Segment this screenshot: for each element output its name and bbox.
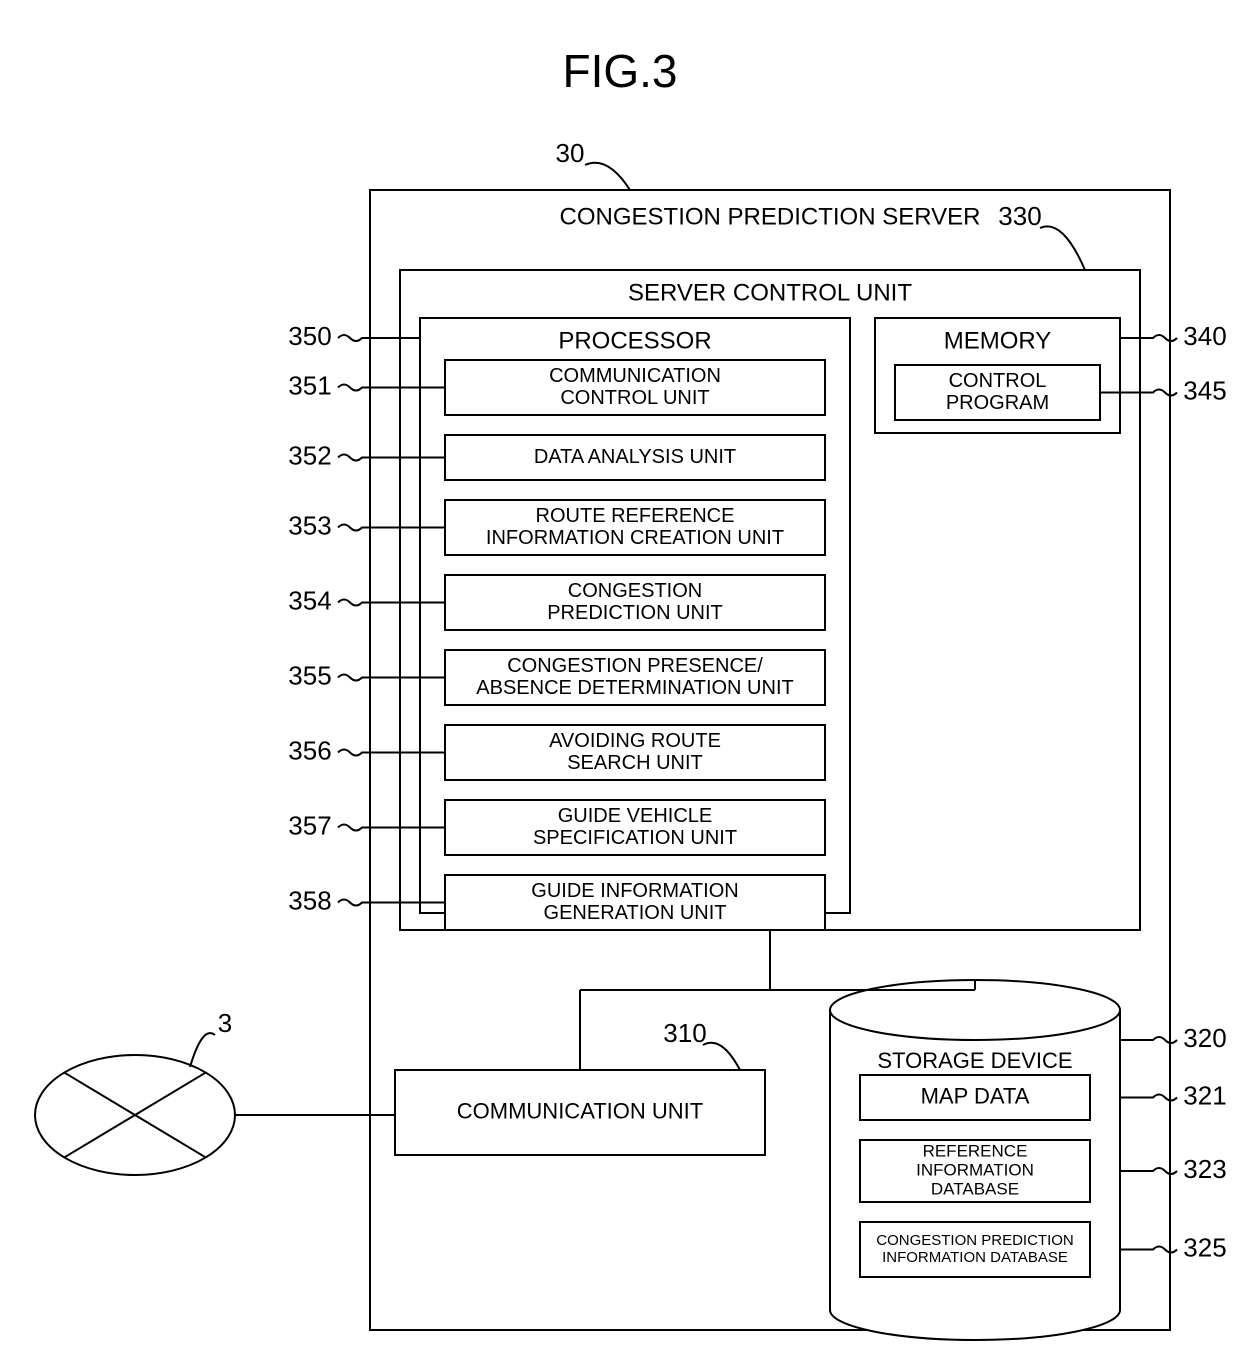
ref-325: 325: [1183, 1232, 1226, 1262]
processor-unit-355-label-line-1: ABSENCE DETERMINATION UNIT: [476, 677, 793, 699]
processor-unit-356-label-line-0: AVOIDING ROUTE: [549, 730, 721, 752]
ref-330: 330: [998, 201, 1041, 231]
ref-352: 352: [288, 440, 331, 470]
ref-340: 340: [1183, 321, 1226, 351]
figure-title: FIG.3: [562, 45, 677, 97]
processor-unit-354-label-line-1: PREDICTION UNIT: [547, 602, 723, 624]
processor-unit-354-label-line-0: CONGESTION: [568, 580, 702, 602]
processor-unit-351-label-line-1: CONTROL UNIT: [560, 387, 709, 409]
storage-item-323-label-line-0: REFERENCE: [923, 1141, 1028, 1160]
processor-unit-358-label-line-1: GENERATION UNIT: [544, 902, 727, 924]
ref-345: 345: [1183, 375, 1226, 405]
processor-unit-355-label-line-0: CONGESTION PRESENCE/: [507, 655, 763, 677]
processor-unit-353-label-line-1: INFORMATION CREATION UNIT: [486, 527, 784, 549]
ref-3: 3: [218, 1008, 232, 1038]
ref-353: 353: [288, 510, 331, 540]
processor-unit-352-label-line-0: DATA ANALYSIS UNIT: [534, 446, 736, 468]
processor-unit-353-label-line-0: ROUTE REFERENCE: [536, 505, 735, 527]
ref-356: 356: [288, 735, 331, 765]
ref-355: 355: [288, 660, 331, 690]
processor-unit-357-label-line-1: SPECIFICATION UNIT: [533, 827, 737, 849]
processor-unit-356-label-line-1: SEARCH UNIT: [567, 752, 703, 774]
communication-unit-label: COMMUNICATION UNIT: [457, 1098, 703, 1123]
ref-320: 320: [1183, 1023, 1226, 1053]
storage-item-323-label-line-1: INFORMATION: [916, 1160, 1034, 1179]
congestion-prediction-server-label: CONGESTION PREDICTION SERVER: [560, 203, 981, 230]
processor-unit-357-label-line-0: GUIDE VEHICLE: [558, 805, 712, 827]
ref-310: 310: [663, 1018, 706, 1048]
ref-323: 323: [1183, 1154, 1226, 1184]
ref-351: 351: [288, 370, 331, 400]
ref-358: 358: [288, 885, 331, 915]
control-program-label-line-0: CONTROL: [949, 370, 1047, 392]
memory-label: MEMORY: [944, 327, 1052, 354]
control-program-label-line-1: PROGRAM: [946, 392, 1049, 414]
storage-item-323-label-line-2: DATABASE: [931, 1179, 1019, 1198]
processor-unit-351-label-line-0: COMMUNICATION: [549, 365, 721, 387]
ref-350: 350: [288, 321, 331, 351]
storage-item-325-label-line-0: CONGESTION PREDICTION: [876, 1232, 1074, 1249]
processor-unit-358-label-line-0: GUIDE INFORMATION: [531, 880, 738, 902]
storage-item-321-label-line-0: MAP DATA: [921, 1083, 1030, 1108]
server-control-unit-label: SERVER CONTROL UNIT: [628, 279, 912, 306]
ref-30: 30: [556, 138, 585, 168]
processor-label: PROCESSOR: [558, 327, 711, 354]
storage-device-label: STORAGE DEVICE: [877, 1048, 1072, 1073]
storage-item-325-label-line-1: INFORMATION DATABASE: [882, 1249, 1068, 1266]
ref-354: 354: [288, 585, 331, 615]
ref-321: 321: [1183, 1080, 1226, 1110]
ref-357: 357: [288, 810, 331, 840]
